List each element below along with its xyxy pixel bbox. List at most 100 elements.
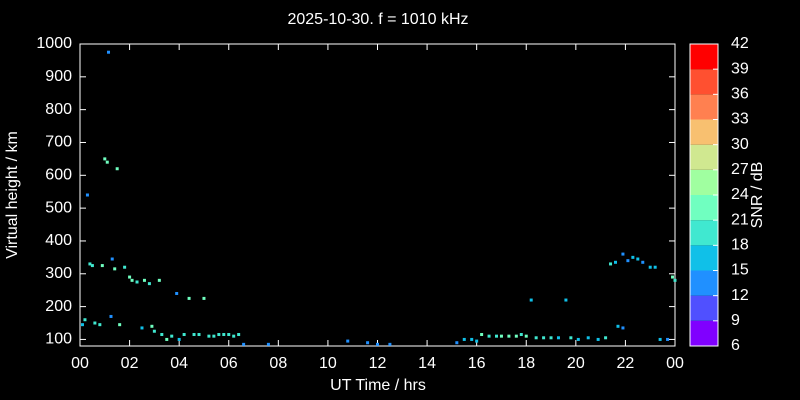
- x-tick-label: 18: [517, 355, 535, 372]
- data-point: [113, 267, 117, 271]
- data-point: [202, 296, 206, 300]
- data-point: [175, 291, 179, 295]
- data-point: [507, 334, 511, 338]
- data-point: [227, 333, 231, 337]
- colorbar-segment: [690, 94, 718, 120]
- data-point: [222, 333, 226, 337]
- data-point: [135, 280, 139, 284]
- data-point: [93, 321, 97, 325]
- x-tick-label: 00: [71, 355, 89, 372]
- data-point: [98, 323, 102, 327]
- x-tick-label: 10: [319, 355, 337, 372]
- colorbar-tick-label: 18: [731, 237, 749, 254]
- y-tick-label: 1000: [36, 35, 72, 52]
- data-point: [455, 341, 459, 345]
- data-point: [147, 282, 151, 286]
- data-point: [631, 255, 635, 259]
- colorbar-label: SNR / dB: [749, 162, 766, 229]
- colorbar-segment: [690, 220, 718, 246]
- x-tick-label: 06: [220, 355, 238, 372]
- x-tick-label: 08: [269, 355, 287, 372]
- colorbar-tick-label: 9: [731, 312, 740, 329]
- data-point: [192, 333, 196, 337]
- data-point: [140, 326, 144, 330]
- data-point: [182, 333, 186, 337]
- y-tick-label: 600: [45, 167, 72, 184]
- colorbar-tick-label: 36: [731, 86, 749, 103]
- data-point: [83, 318, 87, 322]
- data-point: [85, 193, 89, 197]
- data-point: [673, 278, 677, 282]
- plot-frame: [79, 43, 676, 347]
- colorbar-segment: [690, 295, 718, 321]
- x-tick-label: 16: [468, 355, 486, 372]
- data-point: [480, 333, 484, 337]
- data-point: [487, 334, 491, 338]
- data-point: [160, 333, 164, 337]
- colorbar-tick-label: 6: [731, 337, 740, 354]
- colorbar-segment: [690, 119, 718, 145]
- data-point: [376, 342, 379, 346]
- data-point: [569, 336, 573, 340]
- colorbar-tick-label: 15: [731, 262, 749, 279]
- data-point: [470, 337, 474, 341]
- data-point: [495, 334, 498, 338]
- data-point: [388, 342, 392, 346]
- x-tick-label: 02: [121, 355, 139, 372]
- x-tick-label: 20: [567, 355, 585, 372]
- colorbar-tick-label: 21: [731, 211, 749, 228]
- data-point: [207, 334, 211, 338]
- data-point: [100, 264, 104, 268]
- data-point: [658, 337, 662, 341]
- colorbar-segment: [690, 270, 718, 296]
- colorbar-tick-label: 42: [731, 35, 749, 52]
- data-point: [212, 334, 216, 338]
- data-point: [123, 265, 127, 269]
- x-tick-label: 22: [617, 355, 635, 372]
- colorbar-tick-label: 27: [731, 161, 749, 178]
- data-point: [653, 265, 657, 269]
- data-point: [529, 298, 533, 302]
- data-point: [514, 334, 518, 338]
- data-point: [187, 296, 191, 300]
- y-tick-label: 400: [45, 232, 72, 249]
- data-point: [128, 275, 132, 279]
- data-point: [614, 260, 617, 264]
- colorbar-segment: [690, 144, 718, 170]
- data-point: [524, 334, 528, 338]
- data-point: [596, 337, 600, 341]
- data-point: [107, 50, 111, 54]
- data-point: [237, 333, 241, 337]
- data-point: [576, 337, 580, 341]
- data-point: [80, 323, 84, 327]
- data-point: [90, 264, 94, 268]
- y-tick-label: 700: [45, 134, 72, 151]
- y-tick-label: 100: [45, 331, 72, 348]
- y-tick-label: 500: [45, 199, 72, 216]
- x-axis-label: UT Time / hrs: [330, 377, 426, 394]
- colorbar-tick-label: 24: [731, 186, 749, 203]
- data-point: [542, 336, 546, 340]
- x-tick-label: 12: [369, 355, 387, 372]
- colorbar-tick-label: 12: [731, 287, 749, 304]
- data-point: [197, 333, 201, 337]
- colorbar-segment: [690, 195, 718, 221]
- data-point: [103, 157, 107, 161]
- data-point: [150, 324, 154, 328]
- data-point: [626, 259, 630, 263]
- y-tick-label: 900: [45, 68, 72, 85]
- x-tick-label: 14: [418, 355, 436, 372]
- colorbar-segment: [690, 320, 718, 346]
- data-point: [462, 337, 466, 341]
- data-point: [366, 341, 370, 345]
- colorbar-segment: [690, 169, 718, 195]
- data-point: [616, 324, 620, 328]
- y-tick-label: 300: [45, 265, 72, 282]
- data-point: [232, 334, 236, 338]
- chart-title: 2025-10-30. f = 1010 kHz: [287, 11, 468, 28]
- data-point: [648, 265, 652, 269]
- y-axis-label: Virtual height / km: [4, 131, 21, 259]
- data-point: [519, 333, 523, 337]
- data-point: [621, 252, 625, 256]
- data-point: [165, 337, 169, 341]
